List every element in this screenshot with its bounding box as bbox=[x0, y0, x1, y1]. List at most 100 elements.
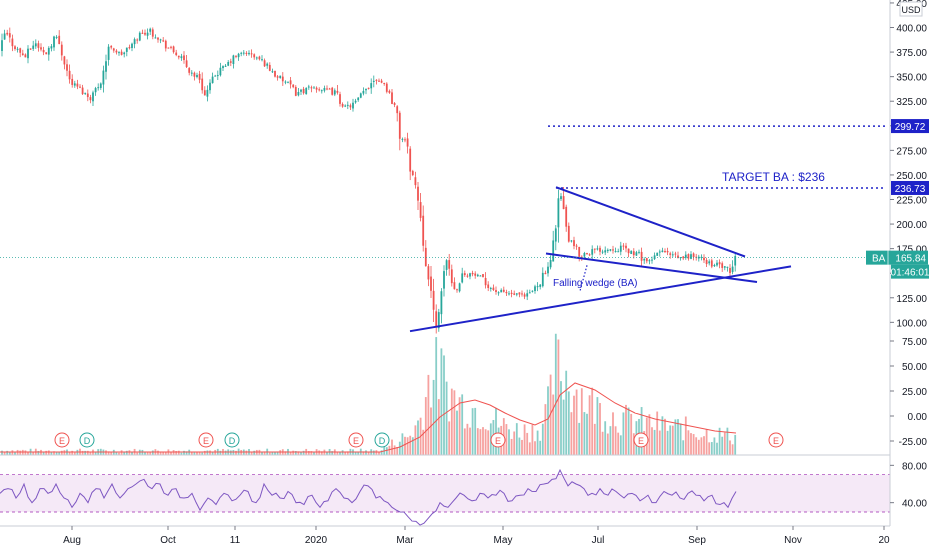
earnings-marker-label: E bbox=[638, 436, 644, 446]
candle-body bbox=[198, 73, 201, 80]
candle-body bbox=[489, 287, 492, 289]
dividend-marker[interactable] bbox=[79, 432, 95, 448]
candle-body bbox=[570, 240, 573, 242]
candle-body bbox=[690, 254, 692, 259]
volume-bar bbox=[274, 451, 276, 455]
volume-bar bbox=[118, 452, 120, 455]
candle-body bbox=[653, 255, 656, 260]
candle-body bbox=[354, 100, 357, 103]
price-tick-label: 375.00 bbox=[896, 48, 927, 59]
candle-body bbox=[643, 259, 646, 261]
candle-body bbox=[523, 294, 526, 297]
candle-body bbox=[601, 251, 604, 253]
candle-body bbox=[229, 61, 232, 63]
volume-bar bbox=[372, 450, 375, 455]
volume-bar bbox=[271, 451, 274, 455]
candle-body bbox=[539, 284, 542, 287]
candle-body bbox=[508, 293, 510, 295]
candle-body bbox=[526, 293, 529, 297]
candle-body bbox=[466, 275, 469, 277]
volume-bar bbox=[105, 450, 107, 455]
volume-bar bbox=[53, 451, 55, 455]
candle-body bbox=[396, 106, 399, 114]
volume-bar bbox=[47, 450, 50, 455]
wedge-upper-trendline[interactable] bbox=[555, 186, 746, 258]
volume-bar bbox=[705, 429, 708, 455]
candle-body bbox=[110, 46, 113, 48]
volume-bar bbox=[458, 397, 461, 455]
volume-bar bbox=[235, 450, 237, 455]
time-axis[interactable]: Aug Oct 11 2020 Mar May Jul Sep Nov 20 bbox=[63, 526, 890, 546]
wedge-annotation: Falling wedge (BA) bbox=[553, 278, 637, 289]
candle-body bbox=[684, 254, 687, 258]
candle-body bbox=[180, 56, 183, 59]
volume-bar bbox=[583, 412, 586, 455]
earnings-marker[interactable] bbox=[768, 432, 784, 448]
wedge-callout-line bbox=[579, 265, 588, 292]
earnings-marker[interactable] bbox=[198, 432, 214, 448]
volume-bar bbox=[679, 423, 682, 455]
candle-body bbox=[274, 70, 276, 77]
candle-body bbox=[76, 83, 79, 87]
volume-bar bbox=[513, 431, 516, 455]
dividend-marker[interactable] bbox=[374, 432, 390, 448]
candle-body bbox=[518, 292, 521, 295]
candle-body bbox=[409, 148, 412, 172]
candle-body bbox=[271, 71, 274, 73]
candle-body bbox=[326, 88, 328, 90]
candle-body bbox=[552, 240, 555, 262]
volume-bar bbox=[42, 452, 45, 455]
candle-body bbox=[53, 36, 55, 48]
candle-body bbox=[292, 84, 295, 88]
dividend-marker-label: D bbox=[84, 436, 91, 446]
candle-body bbox=[476, 274, 479, 277]
earnings-marker[interactable] bbox=[490, 432, 506, 448]
volume-bar bbox=[424, 397, 427, 455]
candle-body bbox=[47, 47, 50, 55]
symbol-label: BA bbox=[872, 254, 886, 265]
candle-body bbox=[534, 286, 536, 292]
candle-body bbox=[414, 177, 417, 186]
volume-bar bbox=[726, 427, 729, 455]
candle-body bbox=[383, 83, 386, 85]
earnings-marker[interactable] bbox=[633, 432, 649, 448]
candle-body bbox=[105, 61, 107, 72]
volume-bar bbox=[536, 430, 539, 455]
volume-bar bbox=[697, 439, 700, 455]
candle-body bbox=[27, 48, 29, 59]
volume-bar bbox=[396, 447, 399, 455]
candle-body bbox=[580, 256, 583, 258]
candle-body bbox=[107, 46, 110, 60]
candle-body bbox=[188, 68, 191, 73]
candle-body bbox=[21, 53, 24, 55]
earnings-marker[interactable] bbox=[54, 432, 70, 448]
volume-bar bbox=[443, 355, 445, 455]
earnings-marker-label: E bbox=[495, 436, 501, 446]
volume-bar bbox=[164, 451, 167, 455]
volume-bar bbox=[177, 450, 180, 455]
volume-bar bbox=[687, 430, 690, 455]
support-trendline[interactable] bbox=[409, 265, 792, 333]
candle-body bbox=[411, 171, 414, 176]
volume-bar bbox=[482, 427, 484, 455]
price-pane[interactable] bbox=[1, 27, 737, 334]
candle-body bbox=[593, 248, 596, 250]
price-axis[interactable]: 425.00400.00375.00350.00325.00300.00275.… bbox=[890, 0, 927, 510]
time-tick-label: 20 bbox=[878, 535, 890, 546]
candle-body bbox=[474, 273, 477, 276]
candle-body bbox=[16, 48, 19, 50]
dividend-marker[interactable] bbox=[224, 432, 240, 448]
volume-bar bbox=[185, 451, 188, 455]
candle-body bbox=[669, 253, 672, 255]
volume-bar bbox=[391, 439, 393, 455]
earnings-marker[interactable] bbox=[348, 432, 364, 448]
candle-body bbox=[318, 89, 321, 91]
volume-bar bbox=[68, 452, 71, 455]
candle-body bbox=[60, 44, 63, 56]
candle-body bbox=[86, 93, 89, 98]
candle-body bbox=[723, 266, 726, 268]
volume-bar bbox=[404, 436, 406, 455]
volume-bar bbox=[55, 452, 58, 455]
candle-body bbox=[388, 90, 391, 93]
